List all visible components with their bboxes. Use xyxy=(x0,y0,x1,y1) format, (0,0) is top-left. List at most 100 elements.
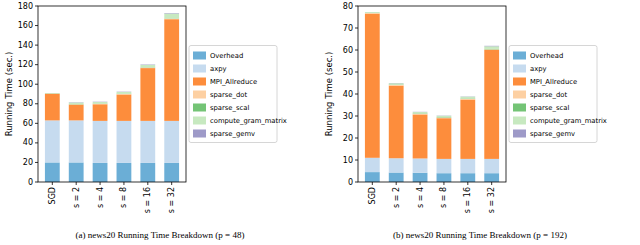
legend-label: MPI_Allreduce xyxy=(210,78,257,86)
bar-segment xyxy=(389,84,404,86)
legend-swatch xyxy=(513,130,526,138)
bar-segment xyxy=(389,158,404,172)
y-axis-label: Running Time (sec.) xyxy=(4,52,14,137)
y-tick xyxy=(355,28,358,29)
y-tick xyxy=(35,6,38,7)
legend-label: MPI_Allreduce xyxy=(530,78,577,86)
y-tick xyxy=(355,6,358,7)
bar-segment xyxy=(365,172,380,182)
bar-segment xyxy=(484,159,499,173)
y-tick-label: 0 xyxy=(348,178,353,187)
bar-segment xyxy=(69,102,84,103)
bar-segment xyxy=(69,162,84,182)
bar-segment xyxy=(460,98,475,100)
x-tick xyxy=(420,182,421,185)
legend-swatch xyxy=(513,78,526,86)
bar-segment xyxy=(69,103,84,104)
bar-segment xyxy=(484,45,499,46)
bar-segment xyxy=(413,173,428,182)
figure: 020406080100120140160180SGDs = 2s = 4s =… xyxy=(0,0,640,245)
caption: (a) news20 Running Time Breakdown (p = 4… xyxy=(76,230,245,240)
y-tick-label: 10 xyxy=(343,156,353,165)
legend-label: Overhead xyxy=(530,52,563,60)
bar-segment xyxy=(117,94,132,120)
y-tick xyxy=(35,123,38,124)
legend-swatch xyxy=(193,78,206,86)
bar-segment xyxy=(437,117,452,118)
bar-segment xyxy=(140,163,155,182)
bar-segment xyxy=(93,104,108,121)
bar-segment xyxy=(437,159,452,173)
caption: (b) news20 Running Time Breakdown (p = 1… xyxy=(393,230,567,240)
x-tick-label: s = 8 xyxy=(439,187,448,208)
bar-segment xyxy=(437,173,452,182)
bar-segment xyxy=(164,19,179,121)
legend-label: compute_gram_matrix xyxy=(530,117,607,125)
bar-segment xyxy=(164,121,179,163)
legend-swatch xyxy=(513,91,526,99)
bar-segment xyxy=(93,103,108,104)
y-tick xyxy=(355,50,358,51)
legend-swatch xyxy=(193,130,206,138)
bar-segment xyxy=(117,121,132,163)
legend-box xyxy=(509,46,597,143)
bar-segment xyxy=(365,13,380,15)
y-tick xyxy=(35,45,38,46)
legend-label: sparse_dot xyxy=(210,91,247,99)
bar-segment xyxy=(437,118,452,159)
bar-segment xyxy=(140,67,155,68)
y-tick xyxy=(355,160,358,161)
x-tick-label: s = 16 xyxy=(143,187,152,213)
bar-segment xyxy=(69,105,84,121)
legend-swatch xyxy=(193,65,206,73)
x-tick-label: s = 16 xyxy=(463,187,472,213)
bar-segment xyxy=(45,94,60,120)
bar-segment xyxy=(69,103,84,104)
bar-segment xyxy=(413,114,428,158)
bar-segment xyxy=(164,163,179,182)
y-tick xyxy=(355,116,358,117)
x-tick-label: s = 32 xyxy=(487,187,496,213)
y-tick-label: 40 xyxy=(343,90,353,99)
bar-segment xyxy=(389,83,404,84)
bar-segment xyxy=(117,163,132,182)
x-tick xyxy=(396,182,397,185)
bar-segment xyxy=(484,46,499,49)
y-tick xyxy=(355,72,358,73)
bar-segment xyxy=(437,115,452,116)
legend-swatch xyxy=(513,52,526,60)
bar-segment xyxy=(164,18,179,19)
bar-segment xyxy=(45,120,60,162)
x-tick-label: s = 32 xyxy=(167,187,176,213)
y-tick-label: 120 xyxy=(18,60,33,69)
legend-swatch xyxy=(193,117,206,125)
legend-label: sparse_gemv xyxy=(530,130,575,138)
bar-segment xyxy=(117,94,132,95)
panel: 01020304050607080SGDs = 2s = 4s = 8s = 1… xyxy=(324,2,607,241)
y-tick-label: 20 xyxy=(23,158,33,167)
bar-segment xyxy=(93,101,108,102)
y-tick-label: 20 xyxy=(343,134,353,143)
bar-segment xyxy=(140,121,155,163)
y-tick xyxy=(355,182,358,183)
y-axis-label: Running Time (sec.) xyxy=(324,52,334,137)
legend-label: axpy xyxy=(530,65,547,73)
legend: OverheadaxpyMPI_Allreducesparse_dotspars… xyxy=(509,46,607,143)
y-tick xyxy=(35,182,38,183)
bar-segment xyxy=(140,64,155,65)
y-tick xyxy=(35,142,38,143)
y-tick-label: 100 xyxy=(18,80,33,89)
bars xyxy=(365,13,499,182)
legend-swatch xyxy=(193,104,206,112)
y-tick xyxy=(35,25,38,26)
plot-frame xyxy=(38,6,186,182)
bar-segment xyxy=(413,112,428,113)
bar-segment xyxy=(389,83,404,84)
bar-segment xyxy=(45,93,60,94)
x-tick-label: SGD xyxy=(368,187,377,204)
legend-swatch xyxy=(513,65,526,73)
bar-segment xyxy=(437,116,452,117)
x-tick xyxy=(123,182,124,185)
bar-segment xyxy=(413,113,428,115)
y-tick xyxy=(35,103,38,104)
